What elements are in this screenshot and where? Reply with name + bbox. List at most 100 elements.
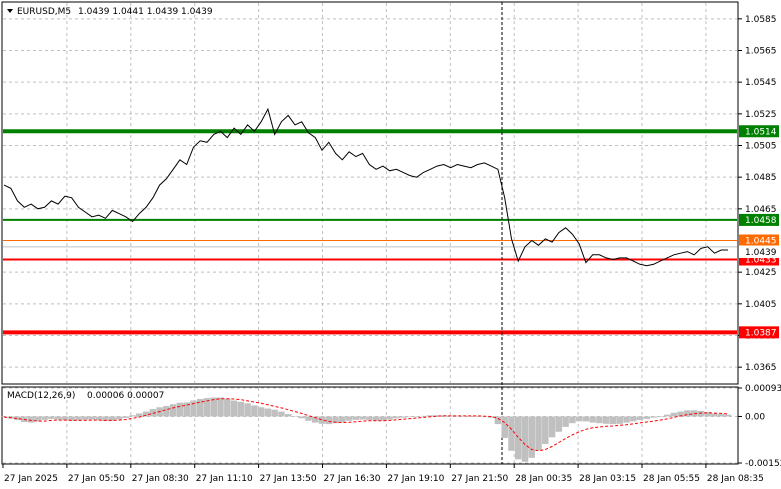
macd-bar <box>183 402 190 417</box>
macd-bar <box>190 400 197 417</box>
macd-bar <box>366 416 373 421</box>
macd-bar <box>0 416 8 418</box>
macd-bar <box>142 411 150 417</box>
macd-bar <box>413 416 420 417</box>
macd-bar <box>278 411 285 417</box>
macd-bar <box>609 416 617 425</box>
macd-bar <box>237 401 245 417</box>
macd-bar <box>535 416 542 451</box>
symbol-label: EURUSD,M5 <box>17 7 71 17</box>
macd-bar <box>663 414 671 417</box>
macd-tick-label: 0.00093 <box>745 384 781 394</box>
time-tick-label: 28 Jan 05:55 <box>643 474 700 484</box>
time-tick-label: 27 Jan 11:10 <box>196 474 253 484</box>
macd-bar <box>359 416 366 420</box>
macd-bar <box>487 416 495 418</box>
macd-bar <box>163 406 170 417</box>
macd-values: 0.00006 0.00007 <box>87 391 164 401</box>
time-tick-label: 27 Jan 16:30 <box>324 474 381 484</box>
macd-bar <box>257 407 265 417</box>
macd-bar <box>136 413 143 417</box>
macd-bar <box>481 416 488 417</box>
level-tag <box>739 125 779 138</box>
current-price-label: 1.0439 <box>745 248 777 258</box>
macd-bar <box>14 416 21 421</box>
macd-bar <box>230 400 238 417</box>
macd-bar <box>318 416 326 424</box>
time-tick-label: 27 Jan 21:50 <box>451 474 508 484</box>
ask-tag <box>739 234 779 246</box>
macd-bar <box>427 415 434 417</box>
ask-tag-label: 1.0445 <box>745 237 777 247</box>
macd-bar <box>724 414 732 417</box>
level-lines <box>3 129 737 335</box>
time-tick-label: 28 Jan 00:35 <box>515 474 572 484</box>
macd-bar <box>454 415 461 417</box>
macd-header: MACD(12,26,9) 0.00006 0.00007 <box>7 391 164 401</box>
macd-bar <box>81 416 89 420</box>
macd-bar <box>636 416 644 421</box>
price-axis: 1.0585 1.0565 1.0545 1.0525 1.0505 1.0485 1.04… <box>738 15 777 373</box>
time-axis: 27 Jan 2025 27 Jan 05:50 27 Jan 08:30 27 Ja… <box>2 464 764 484</box>
macd-bar <box>616 416 623 424</box>
chart-header: EURUSD,M5 1.0439 1.0441 1.0439 1.0439 <box>7 7 213 17</box>
macd-bar <box>298 416 305 419</box>
macd-bar <box>379 416 387 421</box>
macd-bar <box>41 416 48 420</box>
main-plot-frame <box>1 1 739 385</box>
time-tick-label: 27 Jan 2025 <box>4 474 58 484</box>
macd-bar <box>575 416 583 422</box>
macd-bar <box>386 416 393 420</box>
macd-bar <box>474 416 481 417</box>
time-tick-label: 28 Jan 03:15 <box>579 474 636 484</box>
current-price-tag <box>739 246 779 258</box>
macd-bar <box>203 398 211 417</box>
macd-bar <box>623 416 630 423</box>
macd-bar <box>109 416 116 421</box>
macd-bar <box>54 416 62 420</box>
time-tick-label: 27 Jan 13:50 <box>260 474 317 484</box>
time-tick-label: 27 Jan 08:30 <box>132 474 189 484</box>
price-tick-label: 1.0465 <box>745 205 777 215</box>
macd-bar <box>548 416 556 438</box>
macd-bar <box>420 415 427 417</box>
macd-bar <box>291 416 299 417</box>
macd-bar <box>68 416 75 421</box>
ohlc-values: 1.0439 1.0441 1.0439 1.0439 <box>78 7 213 17</box>
macd-bar <box>467 416 475 417</box>
macd-bar <box>251 405 258 417</box>
macd-bar <box>670 412 678 417</box>
macd-bar <box>48 416 55 419</box>
macd-bar <box>169 404 177 417</box>
level-tag-label: 1.0514 <box>745 127 777 137</box>
dropdown-triangle-icon[interactable] <box>7 9 13 13</box>
price-tick-label: 1.0505 <box>745 142 777 152</box>
macd-bar <box>494 416 502 425</box>
macd-bar <box>217 397 224 417</box>
macd-bar <box>345 416 353 421</box>
price-tick-label: 1.0405 <box>745 300 777 310</box>
macd-bar <box>697 410 705 417</box>
macd-bar <box>555 416 563 432</box>
macd-bar <box>284 414 292 417</box>
macd-bar <box>75 416 82 421</box>
price-tick-label: 1.0425 <box>745 268 777 278</box>
macd-bar <box>305 416 312 421</box>
macd-bar <box>88 416 96 420</box>
macd-bar <box>325 416 333 425</box>
price-tick-label: 1.0365 <box>745 363 777 373</box>
macd-bar <box>271 409 278 417</box>
macd-tick-label: 0.00 <box>745 412 765 422</box>
level-tag <box>739 213 779 226</box>
macd-bar <box>602 416 610 424</box>
level-tag <box>739 326 779 339</box>
macd-bar <box>176 402 184 417</box>
macd-bar <box>677 411 684 417</box>
level-tag-label: 1.0387 <box>745 328 777 338</box>
macd-bar <box>704 411 711 417</box>
macd-bar <box>399 416 407 418</box>
macd-bar <box>501 416 508 438</box>
